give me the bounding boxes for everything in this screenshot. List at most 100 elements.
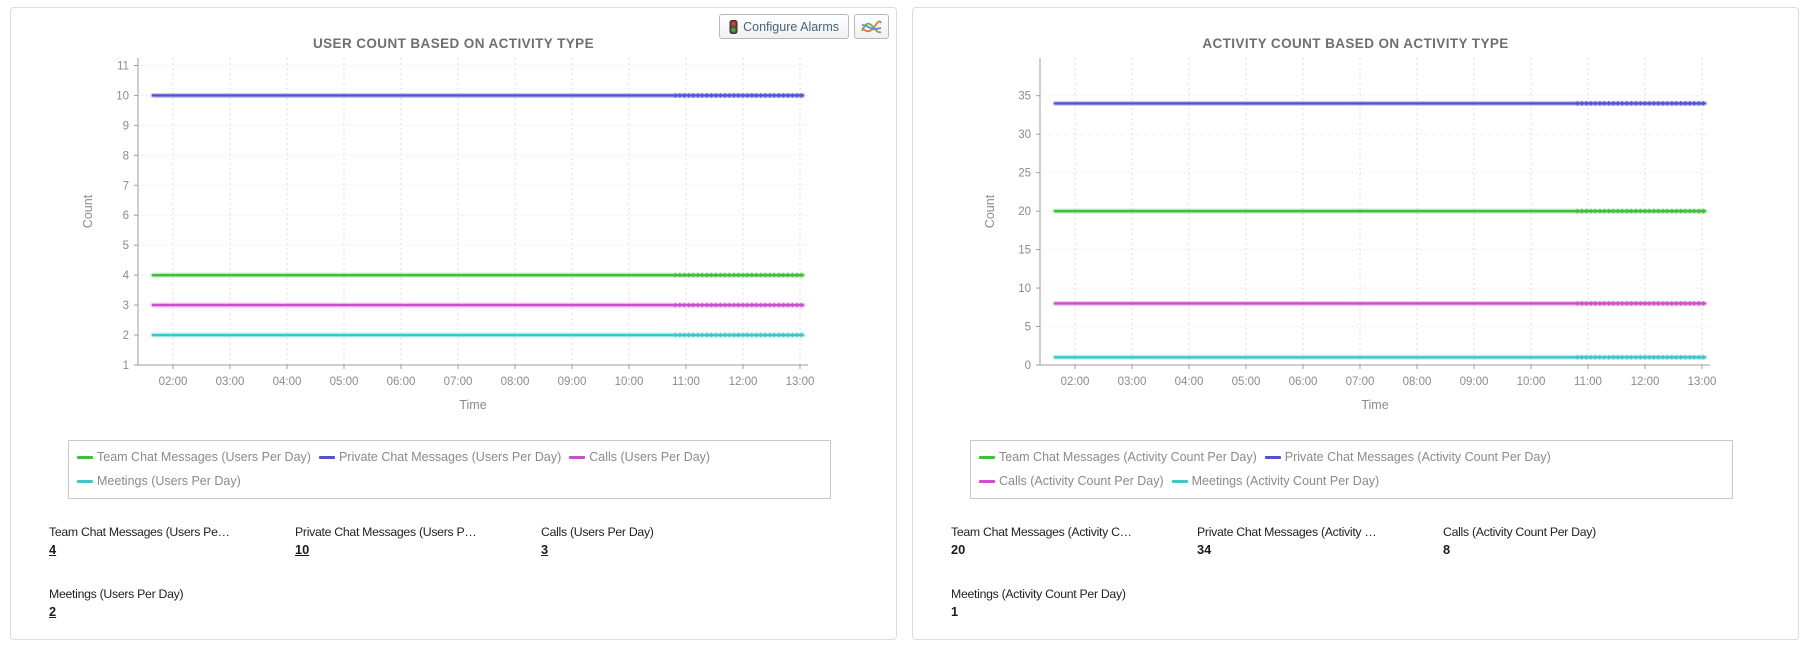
y-axis-title: Count — [983, 194, 997, 228]
y-tick-label: 11 — [117, 60, 129, 72]
legend-swatch-icon — [77, 455, 93, 459]
legend-item[interactable]: Meetings (Activity Count Per Day) — [1171, 469, 1380, 493]
stat-value[interactable]: 2 — [49, 604, 57, 619]
stats-grid: Team Chat Messages (Activity C… 20 Private… — [951, 525, 1798, 619]
x-tick-label: 13:00 — [1688, 376, 1717, 388]
legend-label: Calls (Activity Count Per Day) — [999, 474, 1164, 488]
legend-item[interactable]: Calls (Users Per Day) — [569, 445, 710, 469]
x-tick-label: 13:00 — [786, 376, 815, 388]
stat-label: Private Chat Messages (Activity … — [1197, 525, 1377, 539]
legend-label: Private Chat Messages (Users Per Day) — [338, 450, 562, 464]
x-tick-label: 02:00 — [159, 376, 188, 388]
stat-item: Private Chat Messages (Activity … 34 — [1197, 525, 1443, 557]
stats-grid: Team Chat Messages (Users Pe… 4 Private Ch… — [49, 525, 896, 619]
y-tick-label: 5 — [1025, 322, 1031, 334]
chart-legend: Team Chat Messages (Activity Count Per D… — [970, 440, 1733, 499]
x-tick-label: 12:00 — [729, 376, 758, 388]
chart-legend: Team Chat Messages (Users Per Day) Privat… — [68, 440, 831, 499]
legend-item[interactable]: Private Chat Messages (Activity Count Pe… — [1264, 445, 1551, 469]
legend-swatch-icon — [979, 479, 995, 483]
user-count-panel: Configure Alarms USER COUNT BASED ON ACT… — [10, 7, 897, 640]
y-tick-label: 7 — [123, 180, 129, 192]
chart-area: 1 2 3 4 5 6 7 8 9 10 11 02:00 03:00 04:00 05:00 06:00 07… — [11, 53, 896, 426]
stat-item: Team Chat Messages (Activity C… 20 — [951, 525, 1197, 557]
y-tick-label: 8 — [123, 150, 129, 162]
stat-label: Team Chat Messages (Activity C… — [951, 525, 1132, 539]
x-tick-label: 08:00 — [1403, 376, 1432, 388]
x-tick-label: 05:00 — [1232, 376, 1261, 388]
x-tick-label: 10:00 — [615, 376, 644, 388]
x-tick-label: 12:00 — [1631, 376, 1660, 388]
legend-swatch-icon — [979, 455, 995, 459]
y-tick-label: 10 — [116, 90, 129, 102]
legend-item[interactable]: Team Chat Messages (Activity Count Per D… — [979, 445, 1257, 469]
y-tick-label: 4 — [123, 270, 130, 282]
y-axis-title: Count — [81, 194, 95, 228]
y-tick-label: 20 — [1018, 206, 1031, 218]
x-tick-label: 05:00 — [330, 376, 359, 388]
stat-value[interactable]: 10 — [295, 542, 310, 557]
chart-type-button[interactable] — [854, 14, 889, 39]
stat-value[interactable]: 3 — [541, 542, 549, 557]
stat-value: 20 — [951, 542, 966, 557]
legend-label: Team Chat Messages (Users Per Day) — [97, 450, 311, 464]
legend-label: Private Chat Messages (Activity Count Pe… — [1284, 450, 1551, 464]
stat-item: Team Chat Messages (Users Pe… 4 — [49, 525, 295, 557]
legend-item[interactable]: Private Chat Messages (Users Per Day) — [318, 445, 562, 469]
stat-value[interactable]: 4 — [49, 542, 57, 557]
x-tick-label: 03:00 — [1118, 376, 1147, 388]
legend-item[interactable]: Meetings (Users Per Day) — [77, 469, 241, 493]
x-tick-label: 08:00 — [501, 376, 530, 388]
x-tick-label: 11:00 — [672, 376, 700, 388]
stat-value: 1 — [951, 604, 959, 619]
line-chart: 0 5 10 15 20 25 30 35 02:00 03:00 04:00 05:00 06:00 0… — [983, 58, 1717, 412]
x-tick-label: 02:00 — [1061, 376, 1090, 388]
stat-label: Meetings (Activity Count Per Day) — [951, 587, 1126, 601]
chart-title: USER COUNT BASED ON ACTIVITY TYPE — [313, 36, 594, 51]
y-tick-label: 30 — [1018, 129, 1031, 141]
stat-value: 8 — [1443, 542, 1451, 557]
y-tick-label: 10 — [1018, 283, 1031, 295]
stat-label: Calls (Users Per Day) — [541, 525, 654, 539]
configure-alarms-button[interactable]: Configure Alarms — [719, 14, 849, 39]
x-tick-label: 04:00 — [273, 376, 302, 388]
x-tick-label: 11:00 — [1574, 376, 1602, 388]
legend-label: Meetings (Users Per Day) — [97, 474, 241, 488]
x-tick-label: 04:00 — [1175, 376, 1204, 388]
y-tick-label: 1 — [123, 360, 129, 372]
legend-swatch-icon — [569, 455, 586, 459]
legend-item[interactable]: Team Chat Messages (Users Per Day) — [77, 445, 311, 469]
x-tick-label: 09:00 — [1460, 376, 1489, 388]
x-axis-title: Time — [459, 398, 486, 412]
chart-title: ACTIVITY COUNT BASED ON ACTIVITY TYPE — [1202, 36, 1509, 51]
stat-item: Calls (Users Per Day) 3 — [541, 525, 841, 557]
x-tick-label: 09:00 — [558, 376, 587, 388]
stat-label: Team Chat Messages (Users Pe… — [49, 525, 230, 539]
legend-swatch-icon — [1171, 479, 1188, 483]
x-tick-label: 07:00 — [1346, 376, 1375, 388]
y-tick-label: 0 — [1025, 360, 1031, 372]
line-chart: 1 2 3 4 5 6 7 8 9 10 11 02:00 03:00 04:00 05:00 06:00 07… — [81, 58, 815, 412]
legend-item[interactable]: Calls (Activity Count Per Day) — [979, 469, 1164, 493]
y-tick-label: 35 — [1018, 91, 1031, 103]
x-tick-label: 06:00 — [1289, 376, 1318, 388]
legend-label: Meetings (Activity Count Per Day) — [1191, 474, 1380, 488]
stat-value: 34 — [1197, 542, 1212, 557]
stat-label: Meetings (Users Per Day) — [49, 587, 184, 601]
x-axis-title: Time — [1361, 398, 1388, 412]
stat-item: Meetings (Activity Count Per Day) 1 — [951, 587, 1197, 619]
legend-swatch-icon — [77, 479, 93, 483]
stat-item: Private Chat Messages (Users P… 10 — [295, 525, 541, 557]
y-tick-label: 5 — [123, 240, 129, 252]
y-tick-label: 3 — [123, 300, 129, 312]
traffic-light-icon — [729, 19, 738, 34]
y-tick-label: 25 — [1018, 168, 1031, 180]
x-tick-label: 03:00 — [216, 376, 245, 388]
y-tick-label: 6 — [123, 210, 129, 222]
stat-label: Private Chat Messages (Users P… — [295, 525, 477, 539]
configure-alarms-label: Configure Alarms — [743, 19, 839, 34]
y-tick-label: 15 — [1018, 245, 1031, 257]
stat-label: Calls (Activity Count Per Day) — [1443, 525, 1596, 539]
